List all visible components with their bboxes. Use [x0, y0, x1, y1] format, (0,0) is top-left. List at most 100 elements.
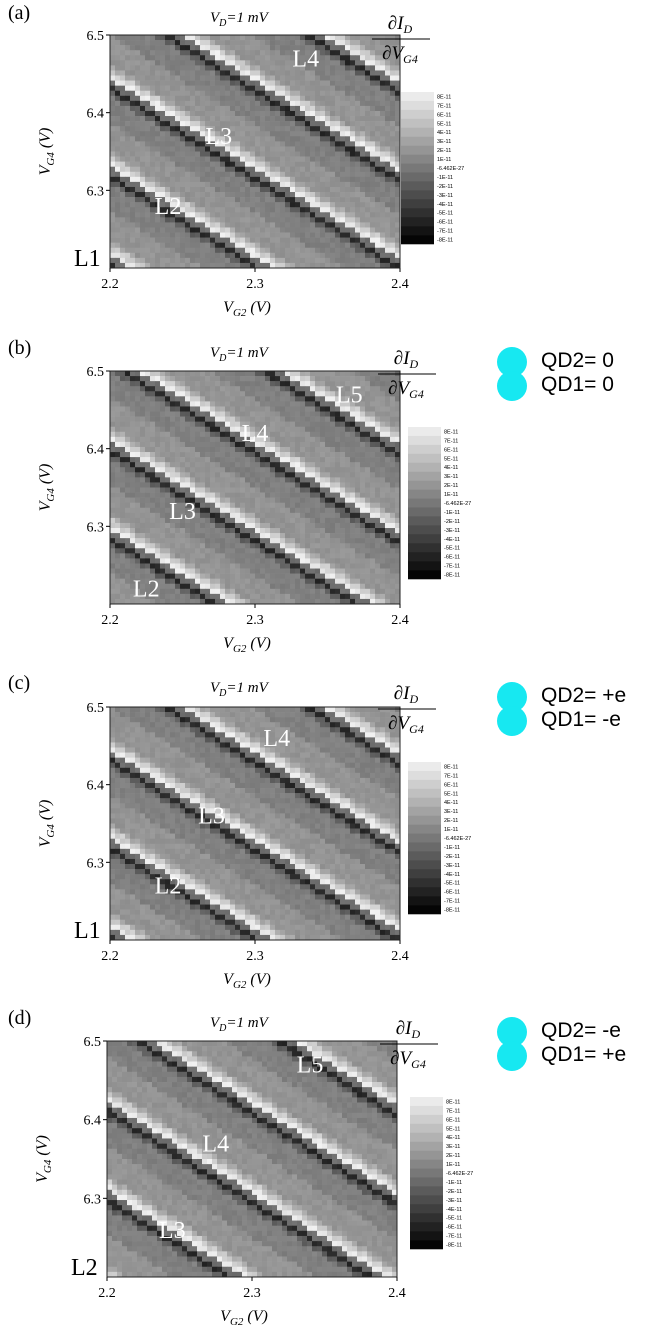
heatmap-cell	[255, 386, 261, 392]
heatmap-cell	[300, 497, 306, 503]
heatmap-cell	[335, 237, 341, 243]
heatmap-cell	[345, 192, 351, 198]
heatmap-cell	[200, 141, 206, 147]
heatmap-cell	[230, 222, 236, 228]
heatmap-cell	[255, 176, 261, 183]
heatmap-cell	[325, 452, 331, 458]
heatmap-cell	[190, 242, 196, 249]
heatmap-cell	[235, 60, 241, 66]
heatmap-cell	[290, 517, 296, 524]
heatmap-cell	[205, 396, 211, 402]
heatmap-cell	[140, 446, 146, 453]
heatmap-cell	[110, 247, 116, 254]
heatmap-cell	[180, 406, 186, 412]
heatmap-cell	[205, 136, 211, 142]
heatmap-cell	[130, 186, 136, 193]
heatmap-cell	[390, 396, 396, 402]
heatmap-cell	[320, 186, 326, 193]
heatmap-cell	[305, 65, 311, 71]
heatmap-cell	[170, 406, 176, 412]
heatmap-cell	[240, 70, 246, 76]
heatmap-cell	[160, 65, 166, 71]
heatmap-cell	[160, 110, 166, 117]
heatmap-cell	[165, 242, 171, 249]
heatmap-cell	[365, 257, 371, 264]
heatmap-cell	[360, 472, 366, 478]
heatmap-cell	[285, 90, 291, 97]
heatmap-cell	[290, 166, 296, 173]
heatmap-cell	[255, 151, 261, 157]
heatmap-cell	[275, 462, 281, 468]
heatmap-cell	[305, 548, 311, 554]
heatmap-cell	[180, 176, 186, 183]
heatmap-cell	[265, 171, 271, 178]
heatmap-cell	[340, 452, 346, 458]
heatmap-cell	[300, 202, 306, 208]
heatmap-cell	[370, 55, 376, 61]
heatmap-cell	[295, 522, 301, 529]
heatmap-cell	[395, 141, 401, 147]
heatmap-cell	[220, 371, 226, 377]
heatmap-cell	[200, 70, 206, 76]
heatmap-cell	[390, 40, 396, 46]
heatmap-cell	[375, 558, 381, 564]
heatmap-cell	[285, 528, 291, 534]
heatmap-cell	[230, 386, 236, 392]
heatmap-cell	[290, 217, 296, 223]
heatmap-cell	[220, 85, 226, 92]
heatmap-cell	[305, 55, 311, 61]
heatmap-cell	[225, 391, 231, 397]
heatmap-cell	[270, 55, 276, 61]
heatmap-cell	[230, 406, 236, 412]
heatmap-cell	[235, 406, 241, 412]
heatmap-cell	[315, 90, 321, 97]
heatmap-cell	[215, 126, 221, 132]
heatmap-cell	[175, 467, 181, 473]
heatmap-cell	[285, 416, 291, 422]
heatmap-cell	[180, 477, 186, 483]
heatmap-cell	[115, 151, 121, 157]
heatmap-cell	[165, 136, 171, 142]
heatmap-cell	[200, 95, 206, 102]
heatmap-cell	[210, 85, 216, 92]
heatmap-cell	[155, 237, 161, 243]
heatmap-cell	[390, 558, 396, 564]
heatmap-cell	[385, 431, 391, 438]
heatmap-cell	[355, 558, 361, 564]
heatmap-cell	[380, 262, 386, 269]
heatmap-cell	[235, 528, 241, 534]
heatmap-cell	[240, 512, 246, 519]
heatmap-cell	[170, 426, 176, 433]
heatmap-cell	[150, 492, 156, 498]
heatmap-cell	[300, 492, 306, 498]
heatmap-cell	[270, 141, 276, 147]
heatmap-cell	[140, 517, 146, 524]
heatmap-cell	[330, 492, 336, 498]
heatmap-cell	[315, 75, 321, 81]
heatmap-cell	[155, 146, 161, 152]
heatmap-cell	[155, 257, 161, 264]
heatmap-cell	[385, 242, 391, 249]
heatmap-cell	[385, 100, 391, 107]
heatmap-cell	[130, 517, 136, 524]
heatmap-cell	[230, 171, 236, 178]
heatmap-cell	[115, 75, 121, 81]
heatmap-cell	[370, 156, 376, 162]
heatmap-cell	[165, 90, 171, 97]
heatmap-cell	[110, 141, 116, 147]
heatmap-cell	[235, 502, 241, 509]
heatmap-cell	[205, 517, 211, 524]
heatmap-cell	[300, 446, 306, 453]
heatmap-cell	[175, 431, 181, 438]
heatmap-cell	[385, 467, 391, 473]
heatmap-cell	[130, 446, 136, 453]
heatmap-cell	[355, 247, 361, 254]
heatmap-cell	[335, 242, 341, 249]
heatmap-cell	[380, 528, 386, 534]
heatmap-cell	[375, 237, 381, 243]
heatmap-cell	[305, 50, 311, 56]
heatmap-cell	[145, 446, 151, 453]
heatmap-cell	[325, 431, 331, 438]
heatmap-cell	[255, 161, 261, 167]
heatmap-cell	[395, 217, 401, 223]
